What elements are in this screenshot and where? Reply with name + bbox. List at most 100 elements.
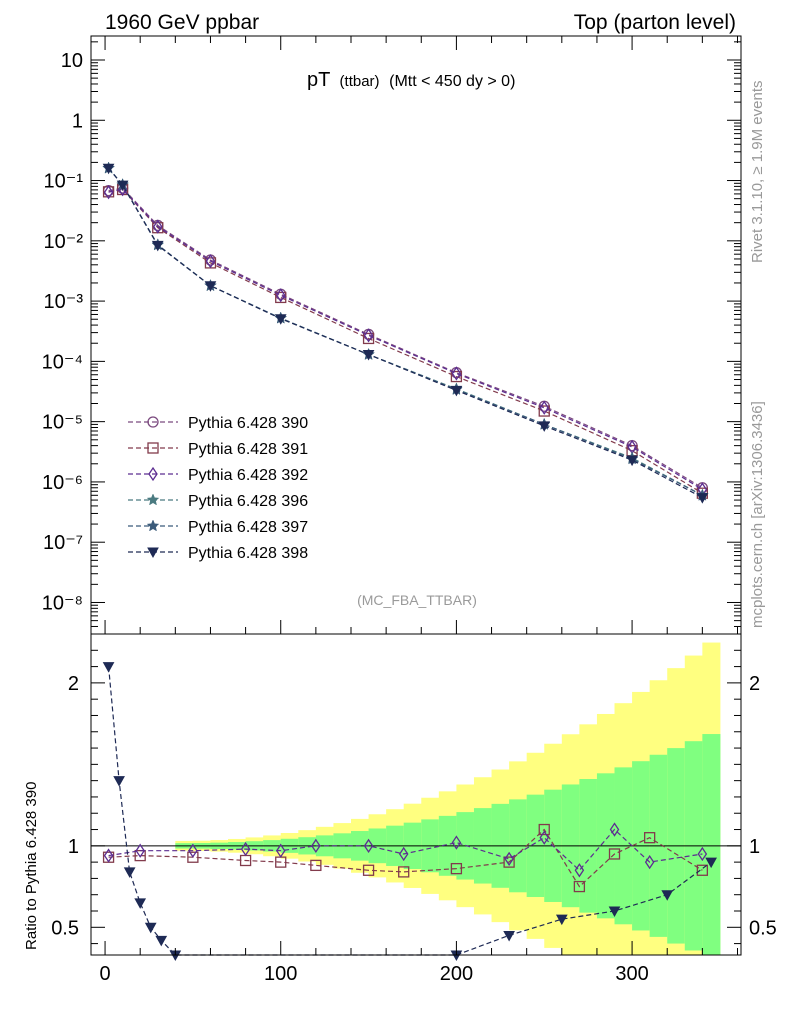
- ratio-data-point: [240, 841, 251, 857]
- main-data-point: [103, 185, 114, 200]
- ratio-y-tick-label-right: 2: [749, 673, 760, 695]
- legend-item: Pythia 6.428 397: [128, 519, 308, 536]
- y-tick-label: 10⁻³: [44, 291, 84, 313]
- main-data-point: [205, 253, 216, 269]
- ratio-data-point: [144, 922, 157, 934]
- y-tick-label: 10⁻²: [44, 231, 84, 253]
- legend-item: Pythia 6.428 398: [128, 545, 308, 562]
- ratio-data-point: [661, 890, 674, 901]
- legend-label: Pythia 6.428 392: [188, 467, 308, 484]
- ratio-data-point: [451, 835, 462, 850]
- ratio-y-tick-label: 1: [68, 836, 79, 858]
- ratio-data-point: [362, 864, 375, 876]
- main-data-point: [538, 421, 551, 432]
- main-panel: 10⁻⁸ 10⁻⁷ 10⁻⁶ 10⁻⁵ 10⁻⁴ 10⁻³ 10⁻² 10⁻¹ 1 10 pT (…: [42, 35, 742, 635]
- ratio-y-tick-label: 0.5: [51, 917, 79, 939]
- main-title: pT (ttbar) (Mtt < 450 dy > 0): [307, 69, 515, 91]
- legend-label: Pythia 6.428 398: [188, 545, 308, 562]
- main-data-point: [696, 493, 709, 504]
- ratio-data-point: [155, 935, 168, 947]
- ratio-data-point: [398, 846, 409, 862]
- ratio-data-point: [311, 838, 321, 853]
- legend: Pythia 6.428 390 Pythia 6.428 391 Pythia 6…: [128, 415, 308, 562]
- legend-label: Pythia 6.428 396: [188, 493, 308, 510]
- main-title-cut: (Mtt < 450 dy > 0): [389, 73, 515, 90]
- ratio-data-point: [696, 864, 709, 876]
- ratio-data-point: [609, 822, 620, 837]
- legend-item: Pythia 6.428 392: [128, 466, 308, 484]
- ratio-data-point: [113, 776, 125, 787]
- header-left: 1960 GeV ppbar: [105, 11, 259, 34]
- main-data-point: [362, 332, 375, 345]
- legend-label: Pythia 6.428 397: [188, 519, 308, 536]
- ratio-data-point: [643, 832, 656, 844]
- main-series-5: [102, 163, 709, 504]
- ratio-data-point: [188, 843, 198, 858]
- legend-marker: [146, 519, 160, 532]
- main-data-point: [362, 350, 375, 361]
- main-data-point: [204, 281, 217, 292]
- ratio-data-point: [705, 857, 717, 869]
- ratio-data-point: [503, 856, 515, 868]
- ratio-series-1: [103, 822, 708, 878]
- ratio-data-point: [450, 862, 463, 875]
- legend-marker: [147, 547, 159, 559]
- ratio-panel: 0.5 0.5 1 1 2 2 0 100 200 300 Ratio to Pythia 6.…: [23, 36, 777, 985]
- y-tick-label: 10⁻⁴: [42, 351, 83, 373]
- mcplots-label: mcplots.cern.ch [arXiv:1306.3436]: [749, 401, 766, 628]
- ratio-plot-frame: [90, 633, 742, 956]
- main-data-point: [152, 219, 163, 234]
- ratio-data-point: [187, 851, 199, 863]
- main-data-point: [363, 328, 374, 343]
- legend-label: Pythia 6.428 390: [188, 415, 308, 432]
- ratio-data-point: [103, 848, 114, 863]
- ratio-data-point: [644, 854, 655, 870]
- ratio-y-tick-label-right: 0.5: [749, 917, 777, 939]
- header-right: Top (parton level): [574, 11, 736, 34]
- main-data-point: [626, 455, 638, 467]
- legend-label: Pythia 6.428 391: [188, 441, 308, 458]
- main-data-point: [275, 288, 286, 303]
- ratio-data-point: [134, 849, 146, 862]
- main-data-point: [450, 385, 463, 397]
- y-tick-label: 10⁻⁷: [43, 532, 83, 554]
- main-data-point: [116, 180, 129, 192]
- ratio-ylabel: Ratio to Pythia 6.428 390: [23, 782, 40, 950]
- ratio-data-point: [555, 914, 568, 926]
- main-title-sub: (ttbar): [340, 73, 380, 90]
- legend-item: Pythia 6.428 391: [128, 441, 308, 458]
- main-data-point: [539, 400, 550, 415]
- x-tick-label: 100: [264, 963, 297, 985]
- main-series-line: [108, 167, 703, 499]
- ratio-data-point: [102, 662, 115, 673]
- legend-marker: [146, 493, 160, 506]
- legend-item: Pythia 6.428 396: [128, 493, 308, 510]
- ratio-data-point: [608, 906, 621, 918]
- y-tick-label: 10: [61, 50, 83, 72]
- ratio-data-point: [135, 843, 145, 858]
- ratio-data-point: [539, 830, 550, 845]
- legend-item: Pythia 6.428 390: [128, 415, 308, 432]
- ratio-y-axis: 0.5 0.5 1 1 2 2: [51, 649, 777, 945]
- legend-marker: [148, 466, 158, 482]
- main-data-point: [538, 405, 550, 417]
- x-tick-label: 0: [99, 963, 110, 985]
- ratio-data-point: [697, 846, 708, 862]
- y-tick-label: 10⁻⁸: [42, 592, 83, 614]
- rivet-label: Rivet 3.1.10, ≥ 1.9M events: [749, 81, 766, 264]
- ratio-data-point: [398, 866, 410, 878]
- watermark: (MC_FBA_TTBAR): [357, 592, 477, 608]
- main-data-point: [451, 366, 462, 381]
- legend-marker: [147, 416, 159, 428]
- y-tick-label: 10⁻¹: [44, 171, 84, 193]
- x-axis: 0 100 200 300: [99, 36, 738, 985]
- ratio-data-point: [134, 898, 147, 909]
- ratio-data-point: [363, 838, 374, 853]
- main-data-point: [102, 163, 115, 175]
- main-y-axis: 10⁻⁸ 10⁻⁷ 10⁻⁶ 10⁻⁵ 10⁻⁴ 10⁻³ 10⁻² 10⁻¹ 1 10: [42, 41, 741, 635]
- y-tick-label: 10⁻⁶: [42, 472, 83, 494]
- uncertainty-band-green: [702, 734, 721, 955]
- ratio-data-point: [574, 863, 585, 878]
- main-data-point: [274, 314, 287, 325]
